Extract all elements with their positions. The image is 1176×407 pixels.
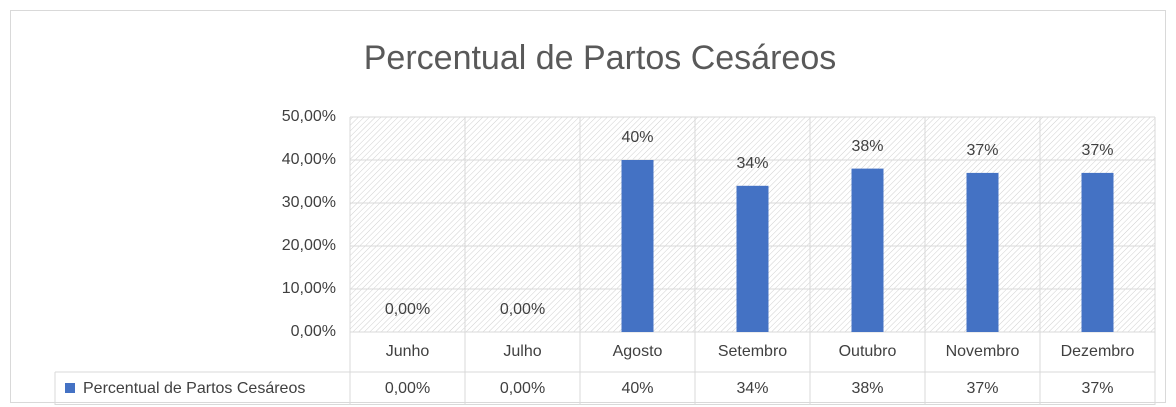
data-label: 37% bbox=[966, 142, 998, 159]
table-value: 34% bbox=[736, 380, 768, 397]
data-label: 34% bbox=[736, 155, 768, 172]
x-tick-label: Setembro bbox=[718, 343, 787, 360]
y-tick-label: 30,00% bbox=[282, 194, 336, 211]
data-label: 0,00% bbox=[385, 301, 430, 318]
data-label: 0,00% bbox=[500, 301, 545, 318]
chart-title: Percentual de Partos Cesáreos bbox=[364, 39, 836, 77]
table-value: 0,00% bbox=[500, 380, 545, 397]
y-tick-label: 10,00% bbox=[282, 280, 336, 297]
x-tick-label: Junho bbox=[386, 343, 430, 360]
bar bbox=[736, 185, 769, 332]
x-tick-label: Outubro bbox=[839, 343, 897, 360]
data-label: 37% bbox=[1081, 142, 1113, 159]
y-tick-label: 40,00% bbox=[282, 151, 336, 168]
table-value: 37% bbox=[1081, 380, 1113, 397]
x-tick-label: Dezembro bbox=[1061, 343, 1135, 360]
x-tick-label: Julho bbox=[503, 343, 541, 360]
y-tick-label: 20,00% bbox=[282, 237, 336, 254]
bar bbox=[851, 168, 884, 332]
bar bbox=[621, 160, 654, 332]
data-label: 38% bbox=[851, 138, 883, 155]
data-label: 40% bbox=[621, 129, 653, 146]
legend-label: Percentual de Partos Cesáreos bbox=[83, 380, 305, 397]
table-value: 40% bbox=[621, 380, 653, 397]
bar bbox=[966, 172, 999, 332]
y-tick-label: 0,00% bbox=[291, 323, 336, 340]
y-tick-label: 50,00% bbox=[282, 108, 336, 125]
table-value: 38% bbox=[851, 380, 883, 397]
bar bbox=[1081, 172, 1114, 332]
table-value: 37% bbox=[966, 380, 998, 397]
x-tick-label: Agosto bbox=[613, 343, 663, 360]
x-tick-label: Novembro bbox=[946, 343, 1020, 360]
table-value: 0,00% bbox=[385, 380, 430, 397]
legend-swatch bbox=[65, 383, 75, 393]
